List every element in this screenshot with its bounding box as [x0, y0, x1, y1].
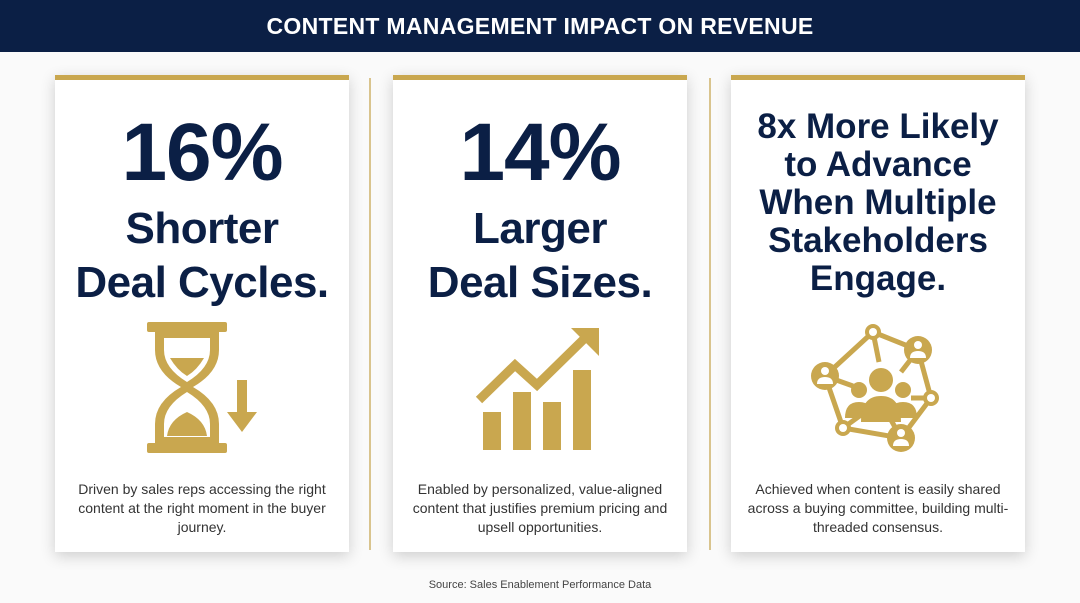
stat-card-deal-cycles: 16% Shorter Deal Cycles. Driven by sales … [55, 75, 349, 552]
stat-description: Driven by sales reps accessing the right… [78, 481, 326, 535]
divider [709, 78, 711, 550]
page-title: CONTENT MANAGEMENT IMPACT ON REVENUE [0, 0, 1080, 52]
divider [369, 78, 371, 550]
stat-description: Enabled by personalized, value-aligned c… [412, 481, 668, 535]
stat-value: 14% [459, 107, 621, 198]
stat-label: Larger Deal Sizes. [427, 204, 653, 307]
hourglass-down-arrow-icon [55, 320, 349, 460]
stakeholder-network-icon [731, 320, 1025, 460]
stat-value: 16% [121, 107, 283, 198]
stat-description: Achieved when content is easily shared a… [747, 481, 1009, 535]
stat-heading: 8x More Likely to Advance When Multiple Sta… [757, 107, 999, 298]
stat-label: Shorter Deal Cycles. [75, 204, 329, 307]
stat-card-stakeholders: 8x More Likely to Advance When Multiple Sta… [731, 75, 1025, 552]
source-note: Source: Sales Enablement Performance Dat… [428, 579, 652, 591]
bar-chart-growth-arrow-icon [393, 320, 687, 460]
stat-card-deal-sizes: 14% Larger Deal Sizes. Enabled by persona… [393, 75, 687, 552]
